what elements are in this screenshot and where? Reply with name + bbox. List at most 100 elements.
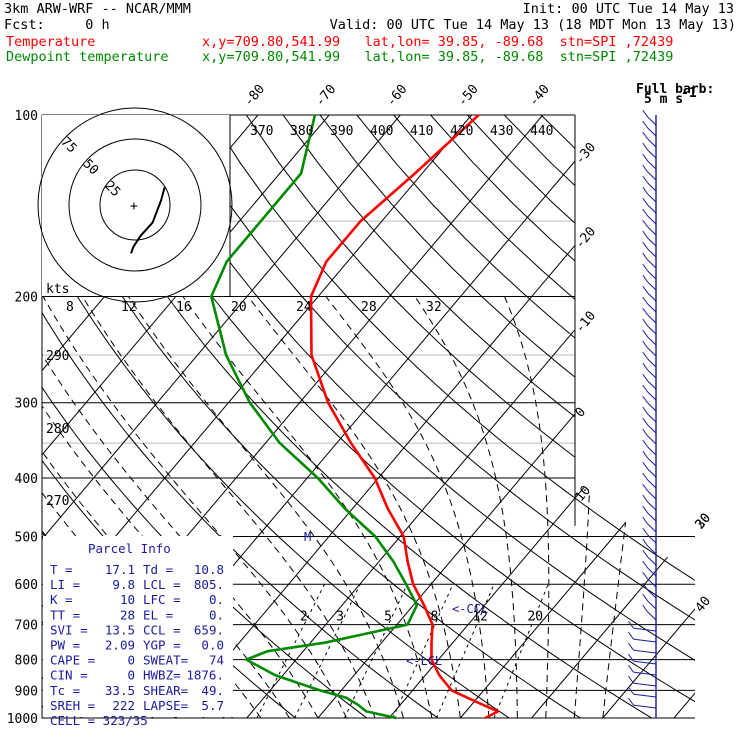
wind-barb-feather xyxy=(642,274,649,283)
temperature-tick-label: -10 xyxy=(573,309,600,337)
theta-label: 440 xyxy=(530,124,553,139)
dry-adiabat-line xyxy=(282,115,695,718)
temperature-tick-label: -20 xyxy=(573,224,600,252)
wind-barb xyxy=(647,600,657,610)
parcel-info-value: 49. xyxy=(201,683,224,698)
wind-barb xyxy=(647,567,657,577)
hodograph-ring xyxy=(37,107,233,303)
hodograph-speed-tick: 12 xyxy=(121,300,137,315)
parcel-info-value: 0.0 xyxy=(201,638,224,653)
temperature-tick-label: 10 xyxy=(573,483,595,505)
temperature-profile xyxy=(309,114,500,720)
parcel-info-label: SREH = xyxy=(50,698,95,713)
wind-barb xyxy=(633,660,657,665)
parcel-info-value: 9.8 xyxy=(112,577,135,592)
parcel-info-label: LI = xyxy=(50,577,80,592)
wind-barb xyxy=(647,171,657,181)
moist-adiabat-line xyxy=(42,296,347,718)
wind-barb-feather xyxy=(642,428,649,437)
parcel-info-value: 2.09 xyxy=(105,638,135,653)
forecast-hour: Fcst: 0 h xyxy=(4,17,110,33)
model-title: 3km ARW-WRF -- NCAR/MMM xyxy=(4,1,191,17)
dry-adiabat-line xyxy=(42,115,510,718)
parcel-info-value: 0. xyxy=(209,607,224,622)
wind-barb-feather xyxy=(642,296,649,305)
theta-label: 400 xyxy=(370,124,393,139)
wind-barb-feather xyxy=(642,362,649,371)
wind-barb xyxy=(647,325,657,335)
parcel-info-label: LAPSE= xyxy=(143,698,188,713)
mixing-ratio-label: 3 xyxy=(336,610,344,625)
wind-barb-feather xyxy=(642,450,649,459)
wind-barb xyxy=(633,638,657,643)
wind-barb xyxy=(647,127,657,137)
pressure-tick-label: 300 xyxy=(15,397,38,412)
wind-barb-feather xyxy=(642,252,649,261)
wind-barb xyxy=(647,116,657,126)
wind-barb xyxy=(647,534,657,544)
parcel-info-label: K = xyxy=(50,592,73,607)
wind-barb-feather xyxy=(628,697,634,706)
wind-barb xyxy=(647,468,657,478)
diagram-frame xyxy=(41,115,695,719)
wind-barb xyxy=(647,611,657,621)
theta-label: 430 xyxy=(490,124,513,139)
dry-adiabat-line xyxy=(172,115,695,718)
wind-barb-feather xyxy=(642,373,649,382)
wind-barb-feather xyxy=(642,142,649,151)
wind-barb xyxy=(647,336,657,346)
pressure-tick-label: 900 xyxy=(15,684,38,699)
wind-barb-feather xyxy=(642,263,649,272)
wind-barb-legend: Full barb: xyxy=(636,82,714,97)
wind-barb xyxy=(647,512,657,522)
theta-label: 270 xyxy=(46,494,69,509)
isotherm-line xyxy=(673,115,695,718)
parcel-info-value: 33.5 xyxy=(105,683,135,698)
mixing-ratio-label: 2 xyxy=(300,610,308,625)
wind-barb xyxy=(647,556,657,566)
wind-barb xyxy=(647,391,657,401)
wind-barb xyxy=(647,380,657,390)
parcel-info-value: 10 xyxy=(120,592,135,607)
wind-barb xyxy=(647,270,657,280)
wind-barb-feather xyxy=(642,604,649,613)
wind-barb xyxy=(633,704,657,709)
wind-barb-feather xyxy=(642,120,649,129)
isotherm-line xyxy=(175,115,686,718)
wind-barb-feather xyxy=(642,395,649,404)
wind-barb-feather xyxy=(642,384,649,393)
wind-barb xyxy=(647,149,657,159)
dry-adiabat-line xyxy=(245,115,695,718)
hodograph-trace xyxy=(130,187,166,254)
parcel-info-label: SHEAR= xyxy=(143,683,188,698)
dry-adiabat-line xyxy=(540,115,695,718)
wind-barb-unit: 5 m s xyxy=(644,92,683,107)
hodograph-speed-tick: 24 xyxy=(296,300,312,315)
dry-adiabat-line xyxy=(98,115,695,718)
temperature-location: x,y=709.80,541.99 lat,lon= 39.85, -89.68… xyxy=(202,34,674,50)
wind-barb xyxy=(647,347,657,357)
mixing-ratio-line xyxy=(436,584,495,718)
wind-barb-feather xyxy=(642,571,649,580)
wind-barb xyxy=(647,160,657,170)
dry-adiabat-line xyxy=(503,115,695,718)
dry-adiabat-line xyxy=(42,115,439,718)
temperature-tick-label: 30 xyxy=(693,511,715,533)
parcel-info-value: 1876. xyxy=(186,668,224,683)
dry-adiabat-line xyxy=(393,115,695,718)
wind-barb xyxy=(647,138,657,148)
mixing-ratio-label: 5 xyxy=(384,610,392,625)
wind-barb-feather xyxy=(642,340,649,349)
wind-barb-feather xyxy=(628,620,634,629)
wind-barb xyxy=(647,490,657,500)
dry-adiabat-line xyxy=(577,115,695,718)
wind-barb xyxy=(647,589,657,599)
pressure-tick-label: 400 xyxy=(15,472,38,487)
theta-label: 410 xyxy=(410,124,433,139)
parcel-info-label: LFC = xyxy=(143,592,181,607)
moist-adiabat-line xyxy=(182,296,433,718)
wind-barb xyxy=(647,182,657,192)
temperature-tick-label: 40 xyxy=(693,594,715,616)
wind-barb xyxy=(647,446,657,456)
temperature-tick-label: -50 xyxy=(455,82,482,110)
